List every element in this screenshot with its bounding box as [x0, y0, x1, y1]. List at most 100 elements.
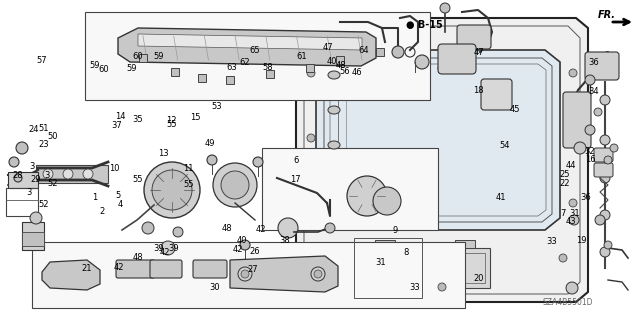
- Text: 30: 30: [209, 283, 220, 292]
- Bar: [22, 222, 44, 250]
- Text: 64: 64: [358, 46, 369, 55]
- Bar: [171, 68, 179, 76]
- Text: 43: 43: [566, 217, 576, 226]
- Circle shape: [173, 227, 183, 237]
- Circle shape: [585, 75, 595, 85]
- Bar: [376, 48, 384, 56]
- Text: 3: 3: [44, 171, 49, 180]
- Bar: [85, 12, 430, 100]
- Text: 55: 55: [132, 175, 143, 184]
- Circle shape: [438, 283, 446, 291]
- Text: 51: 51: [38, 124, 49, 133]
- Text: 11: 11: [184, 164, 194, 172]
- Text: 36: 36: [580, 193, 591, 202]
- Bar: [6, 188, 38, 216]
- Text: 15: 15: [190, 113, 200, 122]
- Text: 1: 1: [92, 193, 97, 202]
- Circle shape: [574, 142, 586, 154]
- Text: 13: 13: [158, 149, 168, 158]
- Text: 57: 57: [36, 56, 47, 65]
- Text: 33: 33: [547, 237, 557, 246]
- Text: ● B-15: ● B-15: [406, 20, 443, 30]
- Text: 39: 39: [169, 244, 179, 252]
- Text: 58: 58: [262, 63, 273, 72]
- Circle shape: [43, 169, 53, 179]
- Text: 3: 3: [29, 162, 35, 171]
- Circle shape: [585, 125, 595, 135]
- Text: 39: 39: [154, 244, 164, 252]
- Text: 26: 26: [250, 247, 260, 256]
- Circle shape: [604, 241, 612, 249]
- Text: 47: 47: [474, 48, 484, 57]
- Bar: [336, 56, 344, 64]
- Bar: [375, 240, 395, 248]
- Bar: [226, 76, 234, 84]
- Text: 53: 53: [211, 102, 221, 111]
- FancyBboxPatch shape: [594, 163, 613, 177]
- Circle shape: [600, 95, 610, 105]
- Bar: [198, 74, 206, 82]
- Text: 2: 2: [100, 207, 105, 216]
- Bar: [306, 64, 314, 72]
- PathPatch shape: [42, 260, 100, 290]
- Text: 19: 19: [576, 236, 586, 244]
- Bar: [36, 165, 108, 183]
- Text: 55: 55: [184, 180, 194, 189]
- Text: 60: 60: [99, 65, 109, 74]
- FancyBboxPatch shape: [457, 25, 491, 49]
- Circle shape: [569, 134, 577, 142]
- Circle shape: [347, 176, 387, 216]
- Circle shape: [569, 215, 579, 225]
- FancyBboxPatch shape: [481, 79, 512, 110]
- Text: 52: 52: [47, 179, 58, 188]
- FancyBboxPatch shape: [193, 260, 227, 278]
- Text: 25: 25: [559, 170, 570, 179]
- Text: 42: 42: [256, 225, 266, 234]
- Circle shape: [314, 270, 322, 278]
- Circle shape: [207, 155, 217, 165]
- Text: 29: 29: [30, 175, 40, 184]
- Text: 61: 61: [297, 52, 307, 60]
- Circle shape: [307, 134, 315, 142]
- Text: 35: 35: [132, 115, 143, 124]
- Text: 46: 46: [352, 68, 362, 76]
- Text: 56: 56: [339, 67, 349, 76]
- Text: 4: 4: [118, 200, 123, 209]
- Circle shape: [604, 156, 612, 164]
- Text: 42: 42: [113, 263, 124, 272]
- Text: 48: 48: [222, 224, 232, 233]
- Circle shape: [63, 169, 73, 179]
- Ellipse shape: [328, 141, 340, 149]
- Circle shape: [221, 171, 249, 199]
- Circle shape: [253, 157, 263, 167]
- Text: 31: 31: [570, 209, 580, 218]
- Circle shape: [30, 212, 42, 224]
- Text: 27: 27: [248, 265, 258, 274]
- Text: 63: 63: [227, 63, 237, 72]
- Circle shape: [415, 55, 429, 69]
- FancyBboxPatch shape: [563, 92, 591, 148]
- Circle shape: [83, 169, 93, 179]
- Text: 65: 65: [250, 46, 260, 55]
- Circle shape: [440, 3, 450, 13]
- Circle shape: [373, 187, 401, 215]
- Circle shape: [610, 144, 618, 152]
- Text: 45: 45: [510, 105, 520, 114]
- Text: 42: 42: [160, 248, 170, 257]
- Text: 44: 44: [566, 161, 576, 170]
- Ellipse shape: [328, 71, 340, 79]
- Bar: [22, 232, 44, 246]
- Circle shape: [325, 223, 335, 233]
- PathPatch shape: [118, 28, 376, 66]
- Text: 17: 17: [291, 175, 301, 184]
- Text: 42: 42: [233, 245, 243, 254]
- Text: 10: 10: [109, 164, 119, 172]
- Text: 59: 59: [154, 52, 164, 60]
- Circle shape: [9, 157, 19, 167]
- Circle shape: [559, 254, 567, 262]
- Circle shape: [392, 46, 404, 58]
- Text: 18: 18: [474, 86, 484, 95]
- Bar: [360, 248, 490, 288]
- Bar: [365, 253, 485, 283]
- Text: 16: 16: [585, 155, 595, 164]
